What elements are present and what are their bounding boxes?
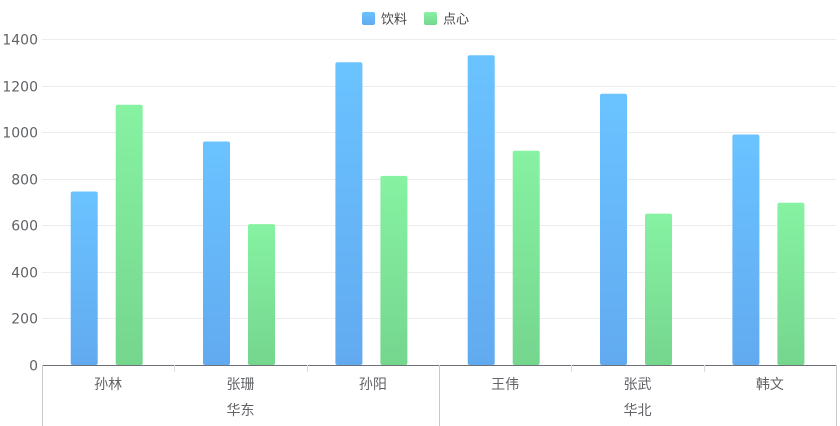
bar[interactable] — [248, 224, 275, 365]
bar[interactable] — [380, 175, 408, 365]
y-tick-label: 200 — [11, 312, 38, 328]
bar[interactable] — [70, 191, 98, 366]
bar[interactable] — [115, 104, 143, 365]
y-tick-label: 1400 — [2, 33, 38, 49]
bar[interactable] — [335, 62, 363, 366]
y-tick-label: 1200 — [2, 80, 38, 96]
bar[interactable] — [600, 93, 627, 365]
x-tick-label: 张武 — [624, 377, 652, 393]
legend-swatch — [362, 12, 375, 25]
grid-lines — [42, 39, 836, 319]
y-tick-label: 1000 — [2, 126, 38, 142]
x-tick-label: 孙林 — [94, 377, 122, 393]
x-tick-label: 张珊 — [227, 377, 255, 393]
x-group-label: 华东 — [227, 403, 255, 419]
bar[interactable] — [467, 55, 495, 366]
bar[interactable] — [777, 202, 805, 365]
legend-item[interactable]: 饮料 — [362, 12, 407, 28]
legend: 饮料 点心 — [362, 12, 469, 28]
y-axis: 0 200 400 600 800 1000 1200 1400 — [2, 33, 38, 375]
bar[interactable] — [203, 141, 230, 366]
x-group-label: 华北 — [624, 403, 652, 419]
x-tick-label: 孙阳 — [359, 377, 387, 393]
y-tick-label: 600 — [11, 219, 38, 235]
bar[interactable] — [512, 150, 540, 365]
x-tick-label: 韩文 — [756, 377, 784, 393]
y-tick-label: 800 — [11, 173, 38, 189]
legend-item[interactable]: 点心 — [424, 12, 469, 28]
bar[interactable] — [732, 134, 760, 366]
legend-label: 点心 — [443, 13, 469, 28]
bar[interactable] — [645, 213, 672, 365]
legend-label: 饮料 — [381, 13, 407, 28]
bars — [70, 55, 805, 366]
y-tick-label: 400 — [11, 266, 38, 282]
legend-swatch — [424, 12, 437, 25]
y-tick-label: 0 — [29, 359, 38, 375]
x-tick-label: 王伟 — [491, 377, 519, 393]
